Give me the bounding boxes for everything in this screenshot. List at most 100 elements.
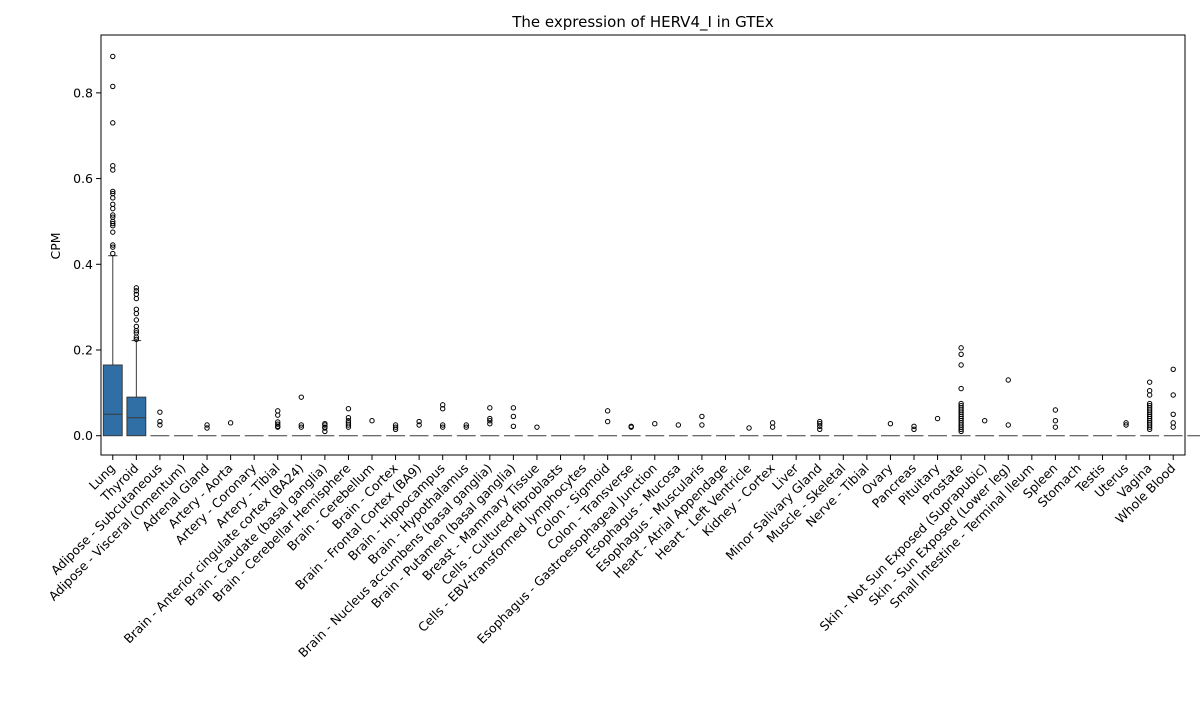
outlier-point (133, 288, 140, 294)
outlier-point (463, 422, 469, 428)
outlier-point (345, 422, 352, 428)
outlier-point (110, 250, 116, 257)
outlier-point (133, 336, 140, 342)
outlier-point (322, 425, 328, 431)
outlier-point (675, 422, 682, 428)
outlier-point (322, 428, 328, 435)
outlier-point (157, 422, 163, 428)
outlier-point (110, 83, 116, 90)
outlier-point (769, 420, 776, 426)
outlier-point (958, 428, 964, 435)
outlier-point (981, 418, 988, 424)
outlier-point (746, 425, 752, 431)
outlier-point (1146, 426, 1153, 432)
outlier-point (345, 406, 352, 412)
outlier-point (322, 422, 328, 428)
outlier-point (911, 426, 917, 432)
outlier-point (298, 422, 305, 428)
outlier-point (110, 223, 116, 229)
outlier-point (439, 422, 446, 428)
outlier-point (958, 362, 964, 368)
outlier-point (652, 421, 658, 427)
outlier-point (110, 205, 116, 212)
box-1 (126, 340, 147, 437)
outlier-point (628, 424, 634, 430)
outlier-point (133, 306, 140, 312)
outlier-point (817, 423, 823, 429)
outlier-point (1146, 424, 1153, 430)
outlier-point (110, 242, 116, 248)
outlier-point (1052, 407, 1059, 413)
y-axis-label: CPM (48, 232, 63, 259)
box-series (102, 255, 1200, 437)
outlier-point (275, 412, 281, 418)
y-tick-label: 0.4 (73, 257, 93, 272)
outlier-point (1052, 424, 1059, 430)
box-0 (102, 255, 123, 437)
box-body (102, 364, 123, 437)
outlier-point (110, 212, 116, 218)
chart-title: The expression of HERV4_I in GTEx (511, 13, 774, 32)
outlier-point (1146, 388, 1153, 394)
outlier-point (110, 53, 116, 60)
outlier-point (958, 345, 964, 351)
outlier-point (439, 424, 446, 430)
outlier-point (204, 425, 210, 431)
outlier-point (1170, 366, 1176, 372)
outlier-points (110, 53, 1176, 435)
outlier-point (769, 424, 776, 430)
outlier-point (110, 220, 116, 227)
outlier-point (110, 201, 116, 207)
outlier-point (887, 421, 894, 427)
outlier-point (1146, 392, 1153, 398)
outlier-point (110, 188, 116, 195)
outlier-point (416, 418, 422, 425)
outlier-point (699, 422, 705, 428)
outlier-point (1005, 377, 1011, 383)
outlier-point (817, 421, 823, 427)
outlier-point (345, 424, 352, 430)
outlier-point (487, 415, 493, 422)
outlier-point (110, 229, 116, 235)
outlier-point (1170, 392, 1176, 398)
outlier-point (133, 317, 140, 323)
outlier-point (911, 423, 917, 429)
outlier-point (133, 328, 140, 334)
outlier-point (1170, 424, 1176, 430)
outlier-point (487, 418, 493, 424)
outlier-point (487, 405, 493, 411)
outlier-point (1005, 422, 1011, 428)
outlier-point (110, 244, 116, 250)
outlier-point (958, 351, 964, 357)
outlier-point (133, 295, 140, 302)
y-tick-label: 0.0 (73, 428, 93, 443)
outlier-point (463, 424, 469, 430)
outlier-point (1123, 422, 1129, 428)
outlier-point (510, 413, 517, 420)
outlier-point (604, 418, 611, 425)
outlier-point (958, 385, 964, 392)
outlier-point (934, 415, 941, 422)
y-axis: 0.0 0.2 0.4 0.6 0.8 (73, 85, 101, 443)
outlier-point (817, 426, 823, 432)
y-tick-label: 0.2 (73, 343, 93, 358)
outlier-point (227, 420, 234, 426)
outlier-point (1170, 420, 1176, 426)
outlier-point (510, 405, 517, 411)
outlier-point (534, 424, 540, 430)
outlier-point (958, 426, 964, 432)
outlier-point (345, 415, 352, 421)
outlier-point (699, 413, 705, 420)
outlier-point (487, 421, 493, 427)
y-tick-label: 0.8 (73, 85, 93, 100)
outlier-point (604, 408, 611, 414)
outlier-point (110, 120, 116, 126)
outlier-point (1170, 411, 1176, 417)
outlier-point (157, 409, 163, 415)
y-tick-label: 0.6 (73, 171, 93, 186)
outlier-point (110, 167, 116, 173)
outlier-point (157, 418, 163, 425)
